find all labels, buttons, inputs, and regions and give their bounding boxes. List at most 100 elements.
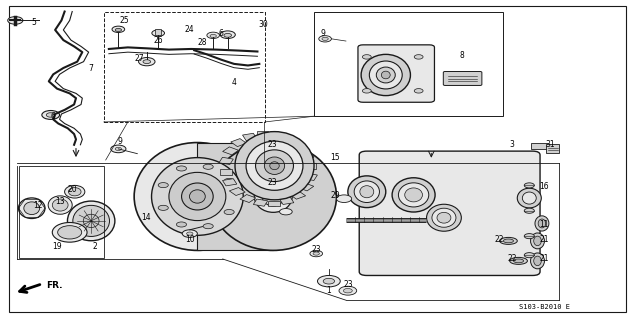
Text: 23: 23	[311, 245, 321, 254]
Circle shape	[313, 252, 319, 255]
Bar	[314, 12, 503, 116]
Text: 4: 4	[232, 78, 236, 87]
Circle shape	[525, 252, 534, 258]
Text: 13: 13	[55, 197, 64, 206]
Text: 19: 19	[52, 242, 62, 251]
Ellipse shape	[518, 188, 541, 208]
Circle shape	[143, 60, 150, 64]
Ellipse shape	[52, 199, 68, 211]
Ellipse shape	[370, 61, 402, 89]
Ellipse shape	[427, 204, 462, 231]
Text: 31: 31	[545, 140, 555, 149]
Ellipse shape	[24, 202, 39, 215]
Circle shape	[224, 33, 232, 37]
Bar	[531, 142, 547, 149]
Bar	[298, 183, 314, 191]
Text: 25: 25	[120, 16, 130, 25]
Ellipse shape	[224, 178, 234, 183]
Bar	[268, 201, 279, 206]
Text: 27: 27	[135, 54, 144, 63]
Bar	[229, 188, 245, 196]
Ellipse shape	[158, 183, 168, 188]
Text: 11: 11	[539, 220, 549, 228]
Bar	[220, 169, 232, 175]
Circle shape	[207, 32, 220, 38]
Circle shape	[414, 55, 423, 59]
Circle shape	[115, 28, 121, 32]
Text: 5: 5	[32, 18, 37, 27]
Ellipse shape	[48, 196, 72, 214]
Text: 22: 22	[495, 236, 504, 244]
Ellipse shape	[523, 192, 536, 204]
Ellipse shape	[360, 186, 374, 198]
FancyBboxPatch shape	[358, 45, 434, 102]
Ellipse shape	[52, 222, 87, 242]
Text: 23: 23	[267, 178, 277, 187]
Circle shape	[110, 145, 126, 153]
Ellipse shape	[152, 158, 243, 235]
Circle shape	[220, 31, 236, 38]
Circle shape	[323, 278, 335, 284]
Text: 21: 21	[539, 254, 549, 263]
Circle shape	[46, 113, 55, 117]
Ellipse shape	[65, 185, 85, 198]
Ellipse shape	[189, 190, 205, 203]
Ellipse shape	[262, 187, 284, 206]
Text: FR.: FR.	[46, 281, 62, 290]
Ellipse shape	[531, 253, 544, 269]
Ellipse shape	[246, 141, 303, 190]
Circle shape	[42, 110, 60, 119]
Ellipse shape	[404, 188, 422, 202]
Ellipse shape	[432, 208, 456, 227]
Circle shape	[322, 37, 328, 40]
Ellipse shape	[398, 183, 429, 207]
Bar	[222, 179, 237, 186]
Circle shape	[363, 89, 371, 93]
Circle shape	[339, 286, 357, 295]
Ellipse shape	[510, 257, 528, 264]
Circle shape	[8, 17, 23, 24]
Bar	[243, 133, 257, 140]
Text: 9: 9	[320, 29, 325, 38]
Text: S103-B2010 E: S103-B2010 E	[519, 304, 570, 310]
Bar	[155, 29, 161, 35]
Ellipse shape	[158, 205, 168, 210]
Bar	[303, 173, 318, 180]
Text: 1: 1	[326, 286, 331, 295]
Ellipse shape	[534, 236, 541, 246]
Text: 23: 23	[343, 280, 352, 289]
Text: 23: 23	[267, 140, 277, 149]
Circle shape	[525, 234, 534, 239]
Circle shape	[319, 36, 331, 42]
Ellipse shape	[169, 172, 226, 220]
Ellipse shape	[264, 157, 284, 174]
Ellipse shape	[255, 150, 293, 181]
Text: 16: 16	[539, 181, 549, 190]
Circle shape	[318, 276, 340, 287]
Circle shape	[337, 195, 352, 203]
Bar	[305, 163, 316, 169]
Circle shape	[112, 26, 124, 32]
Ellipse shape	[538, 219, 545, 228]
Ellipse shape	[531, 233, 544, 249]
Bar	[219, 157, 233, 164]
Ellipse shape	[235, 132, 314, 200]
Text: 24: 24	[185, 25, 194, 35]
Text: 29: 29	[330, 191, 340, 200]
Ellipse shape	[535, 216, 549, 231]
Bar	[104, 12, 265, 122]
Text: 9: 9	[118, 137, 123, 146]
Text: 2: 2	[93, 242, 97, 251]
Text: 21: 21	[539, 236, 549, 244]
Text: 10: 10	[185, 236, 194, 244]
Circle shape	[344, 288, 352, 293]
Ellipse shape	[18, 198, 45, 219]
Bar	[257, 132, 268, 137]
Bar	[281, 135, 297, 143]
Ellipse shape	[354, 181, 380, 203]
Circle shape	[525, 208, 534, 213]
Circle shape	[279, 209, 292, 215]
Ellipse shape	[69, 188, 81, 196]
Ellipse shape	[203, 164, 213, 169]
FancyBboxPatch shape	[359, 151, 540, 276]
